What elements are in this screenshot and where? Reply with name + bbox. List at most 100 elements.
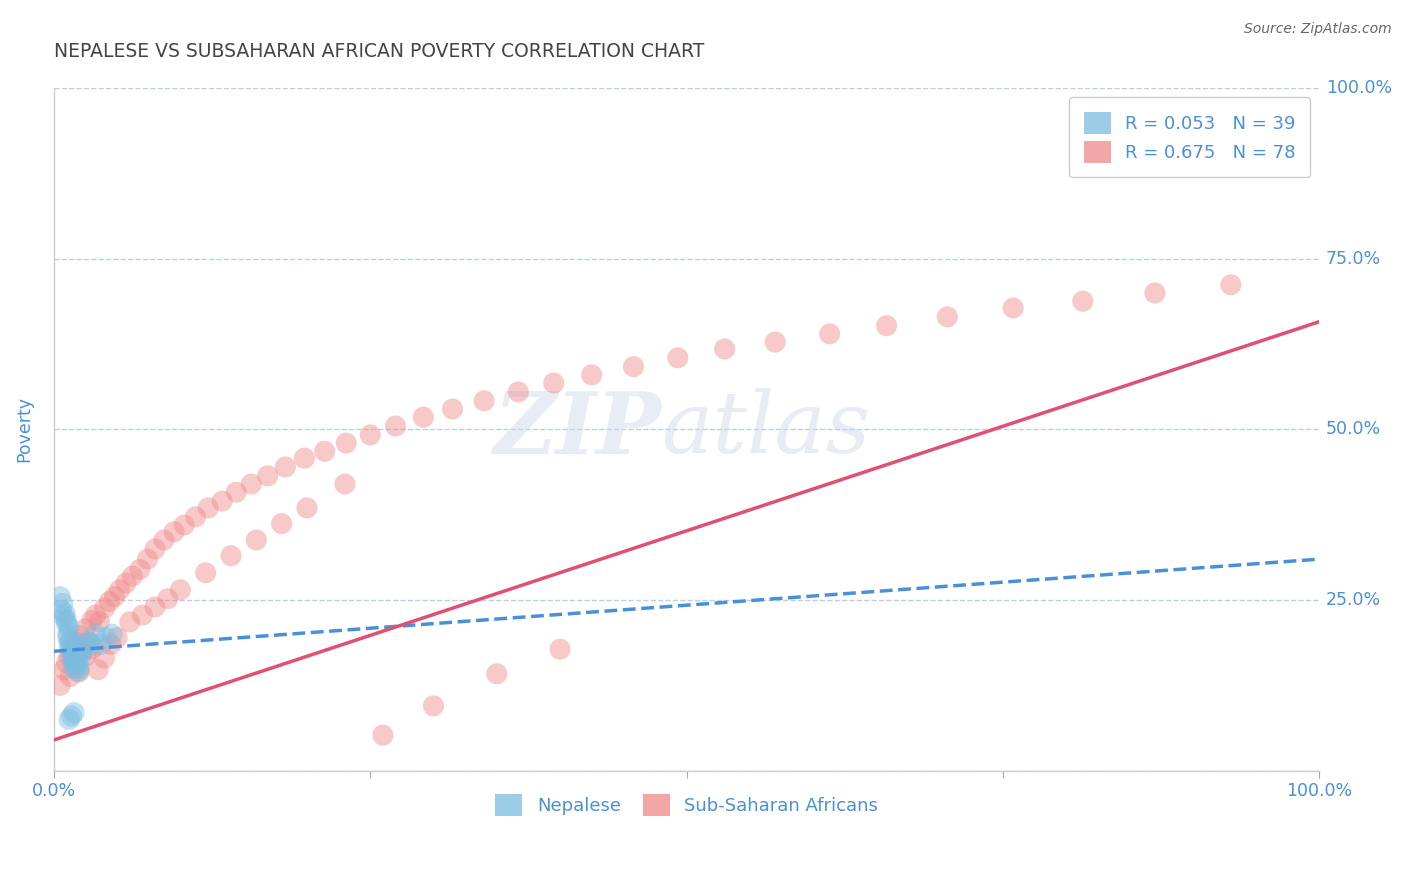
Point	[65, 651, 87, 665]
Point	[359, 428, 381, 442]
Point	[84, 608, 107, 623]
Point	[936, 310, 959, 324]
Point	[56, 627, 79, 641]
Point	[256, 468, 278, 483]
Text: 50.0%: 50.0%	[1326, 420, 1381, 439]
Point	[63, 661, 86, 675]
Point	[219, 549, 242, 563]
Point	[70, 644, 93, 658]
Point	[131, 608, 153, 623]
Point	[66, 665, 89, 679]
Point	[55, 656, 77, 670]
Point	[163, 524, 186, 539]
Point	[65, 648, 87, 662]
Point	[62, 655, 84, 669]
Point	[77, 634, 100, 648]
Point	[84, 627, 107, 641]
Point	[543, 376, 565, 390]
Point	[876, 318, 898, 333]
Point	[118, 615, 141, 629]
Point	[62, 642, 84, 657]
Text: NEPALESE VS SUBSAHARAN AFRICAN POVERTY CORRELATION CHART: NEPALESE VS SUBSAHARAN AFRICAN POVERTY C…	[53, 42, 704, 61]
Text: Source: ZipAtlas.com: Source: ZipAtlas.com	[1244, 22, 1392, 37]
Point	[75, 640, 97, 655]
Point	[67, 665, 90, 679]
Point	[87, 663, 110, 677]
Point	[1143, 285, 1166, 300]
Point	[422, 698, 444, 713]
Point	[1219, 277, 1241, 292]
Point	[94, 631, 117, 645]
Point	[70, 644, 93, 658]
Text: 25.0%: 25.0%	[1326, 591, 1381, 609]
Point	[105, 631, 128, 645]
Point	[80, 642, 103, 657]
Point	[77, 635, 100, 649]
Text: 100.0%: 100.0%	[1326, 79, 1392, 97]
Point	[58, 648, 80, 663]
Point	[65, 655, 87, 669]
Point	[58, 713, 80, 727]
Point	[1071, 294, 1094, 309]
Point	[548, 642, 571, 657]
Point	[666, 351, 689, 365]
Point	[59, 634, 82, 648]
Point	[412, 410, 434, 425]
Point	[108, 582, 131, 597]
Point	[156, 591, 179, 606]
Point	[65, 644, 87, 658]
Point	[63, 706, 86, 720]
Point	[294, 451, 316, 466]
Point	[485, 666, 508, 681]
Point	[49, 590, 72, 604]
Point	[371, 728, 394, 742]
Point	[169, 582, 191, 597]
Point	[51, 603, 73, 617]
Point	[60, 648, 83, 662]
Point	[75, 648, 97, 663]
Point	[623, 359, 645, 374]
Text: ZIP: ZIP	[494, 388, 661, 471]
Point	[93, 601, 115, 615]
Point	[98, 594, 121, 608]
Point	[121, 569, 143, 583]
Point	[295, 500, 318, 515]
Point	[52, 610, 75, 624]
Point	[66, 657, 89, 672]
Point	[184, 509, 207, 524]
Point	[115, 576, 138, 591]
Point	[90, 637, 112, 651]
Point	[225, 485, 247, 500]
Point	[335, 436, 357, 450]
Point	[1002, 301, 1025, 315]
Point	[713, 342, 735, 356]
Point	[65, 635, 87, 649]
Point	[58, 637, 80, 651]
Point	[60, 709, 83, 723]
Point	[59, 640, 82, 655]
Point	[211, 494, 233, 508]
Point	[384, 419, 406, 434]
Point	[55, 617, 77, 632]
Point	[581, 368, 603, 382]
Point	[763, 335, 786, 350]
Point	[136, 552, 159, 566]
Point	[80, 614, 103, 628]
Point	[101, 627, 124, 641]
Point	[69, 651, 91, 665]
Point	[153, 533, 176, 547]
Point	[59, 669, 82, 683]
Point	[75, 622, 97, 636]
Point	[173, 518, 195, 533]
Point	[63, 651, 86, 665]
Point	[128, 562, 150, 576]
Point	[63, 657, 86, 672]
Point	[270, 516, 292, 531]
Text: 75.0%: 75.0%	[1326, 250, 1381, 268]
Y-axis label: Poverty: Poverty	[15, 396, 32, 462]
Point	[314, 444, 336, 458]
Point	[472, 393, 495, 408]
Point	[58, 620, 80, 634]
Point	[60, 644, 83, 658]
Point	[143, 599, 166, 614]
